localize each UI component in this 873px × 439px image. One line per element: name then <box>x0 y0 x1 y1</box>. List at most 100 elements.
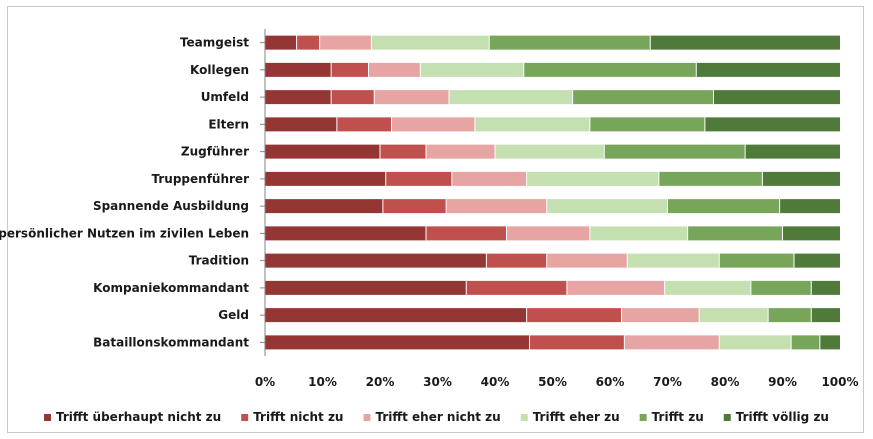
category-label: Spannende Ausbildung <box>93 199 249 213</box>
bar-segment-3-3 <box>474 117 590 132</box>
bar-segment-9-3 <box>664 280 751 295</box>
legend-swatch <box>639 414 647 421</box>
legend-swatch <box>363 414 371 421</box>
bar-segment-7-5 <box>782 226 840 241</box>
bar-segment-10-3 <box>699 308 769 323</box>
bar-segment-10-4 <box>768 308 812 323</box>
bar-segment-5-2 <box>451 171 527 186</box>
bar-segment-10-1 <box>526 308 622 323</box>
bar-segment-7-1 <box>426 226 507 241</box>
bar-segment-7-3 <box>589 226 688 241</box>
category-label: Umfeld <box>201 90 249 104</box>
bar-segment-10-2 <box>621 308 700 323</box>
legend-label: Trifft nicht zu <box>253 410 343 424</box>
legend: Trifft überhaupt nicht zu Trifft nicht zu… <box>44 410 829 424</box>
bar-segment-4-5 <box>745 144 840 159</box>
bar-segment-3-0 <box>265 117 337 132</box>
x-tick-label: 90% <box>768 375 797 389</box>
bar-segment-9-1 <box>466 280 567 295</box>
bar-segment-8-1 <box>486 253 547 268</box>
bar-segment-0-2 <box>319 35 372 50</box>
category-label: Eltern <box>208 117 249 131</box>
bar-segment-6-1 <box>382 199 447 214</box>
bar-segment-8-4 <box>719 253 794 268</box>
x-tick-label: 20% <box>366 375 395 389</box>
bar-segment-1-4 <box>523 62 697 77</box>
bar-segment-9-4 <box>750 280 812 295</box>
category-label: Kollegen <box>190 63 249 77</box>
bar-segment-3-1 <box>336 117 392 132</box>
bar-segment-10-5 <box>811 308 840 323</box>
x-tick-label: 50% <box>538 375 567 389</box>
bar-segment-7-2 <box>506 226 590 241</box>
bar-segment-4-3 <box>495 144 605 159</box>
chart-frame <box>7 6 864 433</box>
bar-segment-0-4 <box>489 35 651 50</box>
bar-segment-1-1 <box>331 62 369 77</box>
bar-segment-10-0 <box>265 308 527 323</box>
axes-layer <box>260 29 266 356</box>
legend-label: Trifft zu <box>652 410 704 424</box>
bar-segment-3-5 <box>704 117 840 132</box>
x-tick-label: 0% <box>255 375 275 389</box>
category-label: Kompaniekommandant <box>93 281 249 295</box>
bar-segment-1-3 <box>420 62 524 77</box>
bar-segment-6-3 <box>546 199 668 214</box>
bar-segment-3-4 <box>589 117 705 132</box>
x-tick-label: 10% <box>308 375 337 389</box>
bar-segment-11-0 <box>265 335 530 350</box>
bar-segment-6-0 <box>265 199 383 214</box>
legend-swatch <box>44 414 52 421</box>
category-label: Geld <box>218 308 249 322</box>
bar-segment-1-0 <box>265 62 332 77</box>
bar-segment-7-4 <box>687 226 783 241</box>
bar-segment-0-1 <box>296 35 320 50</box>
legend-label: Trifft völlig zu <box>736 410 829 424</box>
bar-segment-2-0 <box>265 90 332 105</box>
bar-segment-5-3 <box>526 171 659 186</box>
bar-segment-11-5 <box>819 335 840 350</box>
x-tick-label: 100% <box>821 375 858 389</box>
bars-layer <box>265 35 840 350</box>
x-tick-label: 80% <box>711 375 740 389</box>
legend-swatch <box>241 414 249 421</box>
bar-segment-5-5 <box>762 171 840 186</box>
bar-segment-4-2 <box>426 144 495 159</box>
bar-segment-0-5 <box>650 35 840 50</box>
x-tick-label: 40% <box>481 375 510 389</box>
bar-segment-8-3 <box>627 253 720 268</box>
bar-segment-6-5 <box>779 199 840 214</box>
legend-swatch <box>723 414 731 421</box>
bar-segment-4-4 <box>604 144 746 159</box>
category-label: Teamgeist <box>180 36 249 50</box>
x-tick-label: 60% <box>596 375 625 389</box>
bar-segment-3-2 <box>391 117 475 132</box>
category-label: Truppenführer <box>152 172 250 186</box>
bar-segment-2-1 <box>331 90 375 105</box>
bar-segment-0-3 <box>371 35 490 50</box>
x-tick-label: 30% <box>423 375 452 389</box>
category-label: Tradition <box>189 254 249 268</box>
bar-segment-11-2 <box>624 335 720 350</box>
bar-segment-2-2 <box>374 90 449 105</box>
category-label: Zugführer <box>181 145 249 159</box>
bar-segment-4-0 <box>265 144 380 159</box>
bar-segment-5-0 <box>265 171 386 186</box>
bar-segment-9-5 <box>811 280 840 295</box>
bar-segment-2-5 <box>713 90 840 105</box>
bar-segment-7-0 <box>265 226 426 241</box>
bar-segment-0-0 <box>265 35 297 50</box>
bar-segment-11-3 <box>719 335 792 350</box>
bar-segment-2-4 <box>572 90 714 105</box>
bar-segment-2-3 <box>449 90 573 105</box>
bar-segment-5-4 <box>658 171 763 186</box>
legend-label: Trifft eher nicht zu <box>375 410 500 424</box>
bar-segment-4-1 <box>380 144 426 159</box>
legend-label: Trifft eher zu <box>533 410 620 424</box>
bar-segment-11-1 <box>529 335 625 350</box>
x-tick-label: 70% <box>653 375 682 389</box>
bar-segment-9-0 <box>265 280 467 295</box>
bar-segment-1-2 <box>368 62 421 77</box>
